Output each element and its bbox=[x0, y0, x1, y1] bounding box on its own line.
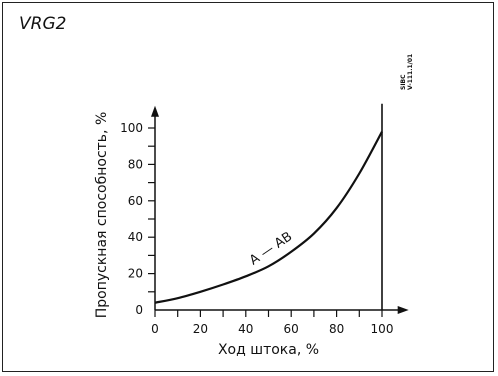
x-tick-label: 80 bbox=[329, 322, 344, 336]
document-code: SIBC V-111.1/01 bbox=[400, 54, 414, 90]
x-tick-label: 20 bbox=[193, 322, 208, 336]
series-label-a-ab: A — AB bbox=[247, 229, 295, 268]
y-tick-label: 20 bbox=[128, 267, 143, 281]
series-line-a-ab bbox=[154, 131, 383, 304]
y-axis-title: Пропускная способность, % bbox=[94, 112, 110, 319]
y-tick-label: 80 bbox=[128, 157, 143, 171]
document-title: VRG2 bbox=[19, 14, 67, 34]
x-axis-title: Ход штока, % bbox=[218, 342, 319, 358]
y-tick-label: 60 bbox=[128, 194, 143, 208]
x-tick-label: 100 bbox=[371, 322, 394, 336]
x-tick-label: 60 bbox=[284, 322, 299, 336]
y-axis-arrow bbox=[151, 105, 159, 117]
x-axis-arrow bbox=[397, 306, 409, 314]
document-code-line1: SIBC bbox=[400, 74, 407, 90]
y-tick-label: 100 bbox=[120, 121, 143, 135]
document-code-line2: V-111.1/01 bbox=[407, 54, 414, 90]
y-tick-label: 0 bbox=[135, 303, 143, 317]
y-tick-label: 40 bbox=[128, 230, 143, 244]
x-tick-label: 40 bbox=[238, 322, 253, 336]
x-tick-label: 0 bbox=[151, 322, 159, 336]
